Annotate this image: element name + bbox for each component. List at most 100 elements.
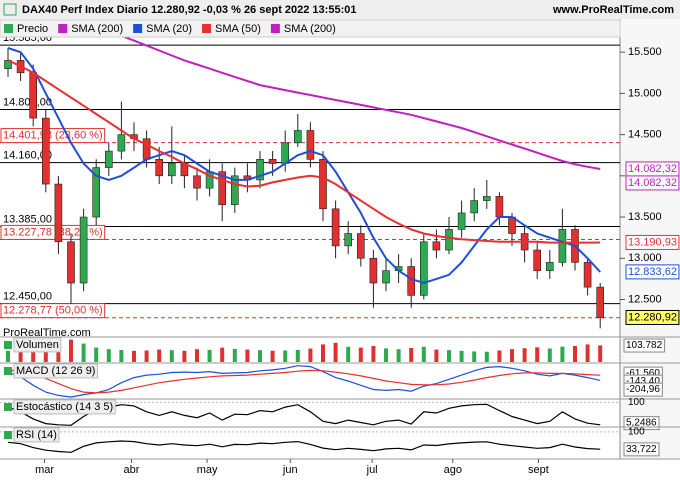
volume-bar (270, 350, 275, 362)
candle-body (67, 241, 75, 284)
y-tick-label: 12.500 (628, 293, 662, 305)
candle-body (470, 200, 479, 214)
label-box (13, 399, 116, 415)
candle-body (105, 150, 113, 168)
volume-bar (119, 350, 124, 362)
legend-label: Precio (17, 23, 48, 35)
x-tick-label: jul (366, 464, 378, 476)
volume-bar (18, 349, 23, 362)
last-value-label: 13.190,93 (628, 236, 677, 248)
volume-bar (459, 350, 464, 362)
pane-value-label: 103.782 (626, 340, 663, 351)
label-box (0, 303, 106, 319)
pane-value-label: 33,722 (626, 444, 657, 455)
indicator-line (7, 365, 601, 398)
label-box (13, 363, 98, 379)
y-tick-label: 13.500 (628, 211, 662, 223)
volume-bar (598, 345, 603, 362)
volume-bar (132, 350, 136, 362)
volume-bar (421, 346, 426, 362)
volume-bar (358, 347, 363, 362)
candle-body (432, 241, 441, 251)
label-box (623, 416, 660, 431)
volume-bar (472, 351, 477, 362)
x-tick-label: mar (35, 464, 54, 476)
volume-bar (409, 347, 414, 362)
candle-body (596, 286, 605, 318)
legend-label: SMA (200) (71, 23, 123, 35)
level-label: 12.450,00 (3, 291, 52, 303)
label-box (13, 427, 60, 443)
candle-body (41, 117, 50, 185)
pane-title: MACD (12 26 9) (16, 365, 95, 377)
y-tick-label: 15.000 (628, 87, 662, 99)
pane-tick-label: 100 (628, 427, 645, 438)
volume-bar (182, 350, 187, 362)
volume-bar (434, 349, 439, 362)
candle-body (231, 175, 239, 205)
candle-body (319, 159, 327, 210)
label-box (0, 128, 106, 144)
volume-bar (384, 348, 388, 362)
candle-body (369, 257, 378, 284)
last-value-label: 14.082,32 (628, 177, 677, 189)
volume-bar (371, 346, 376, 362)
level-label: 14.160,00 (3, 150, 52, 162)
pane-icon (4, 367, 12, 375)
legend-swatch (58, 24, 68, 33)
candle-body (168, 163, 176, 177)
candle-body (117, 134, 126, 152)
volume-bar (573, 346, 577, 362)
volume-bar (232, 348, 237, 362)
volume-bar (144, 350, 149, 362)
candle-body (545, 262, 554, 271)
watermark: ProRealTime.com (3, 327, 91, 339)
volume-bar (220, 347, 225, 362)
chart-title: DAX40 Perf Index Diario 12.280,92 -0,03 … (22, 4, 356, 16)
volume-bar (560, 346, 565, 362)
sma-line (121, 34, 601, 170)
volume-bar (207, 349, 212, 362)
volume-bar (31, 344, 36, 362)
volume-bar (346, 346, 351, 362)
level-label: 13.385,00 (3, 213, 52, 225)
volume-bar (447, 350, 451, 362)
pane-value-label: -204,96 (626, 384, 660, 395)
legend-label: SMA (50) (215, 23, 261, 35)
candle-body (382, 270, 390, 284)
candle-body (268, 159, 277, 164)
volume-bar (157, 349, 162, 362)
volume-bar (81, 343, 86, 362)
pane-value-label: -61,560 (626, 368, 660, 379)
legend-swatch (4, 24, 13, 33)
volume-bar (497, 350, 502, 362)
volume-bar (6, 350, 10, 362)
candle-body (495, 196, 504, 218)
x-tick-label: abr (124, 464, 140, 476)
last-value-label: 14.082,32 (628, 163, 677, 175)
candle-body (256, 159, 264, 181)
label-box (625, 264, 680, 280)
candle-body (142, 138, 151, 160)
title-bar (0, 0, 680, 19)
candle-body (193, 175, 201, 189)
pane-title: Estocástico (14 3 5) (16, 401, 113, 413)
pane-tick-label: 100 (628, 397, 645, 408)
volume-bar (547, 348, 552, 362)
volume-bar (69, 339, 73, 362)
legend-swatch (133, 24, 143, 33)
indicator-line (7, 369, 601, 394)
volume-bar (333, 342, 338, 362)
candle-body (482, 196, 491, 201)
candle-body (54, 183, 63, 243)
volume-bar (106, 349, 111, 362)
label-box (623, 338, 666, 353)
volume-bar (195, 349, 199, 362)
candle-body (445, 229, 453, 251)
overlay: ProRealTime.com Precio SMA (200) SMA (20) SM… (0, 19, 680, 339)
volume-bar (522, 348, 527, 362)
label-box (625, 309, 680, 325)
volume-bar (535, 347, 540, 362)
candle-body (558, 229, 567, 263)
